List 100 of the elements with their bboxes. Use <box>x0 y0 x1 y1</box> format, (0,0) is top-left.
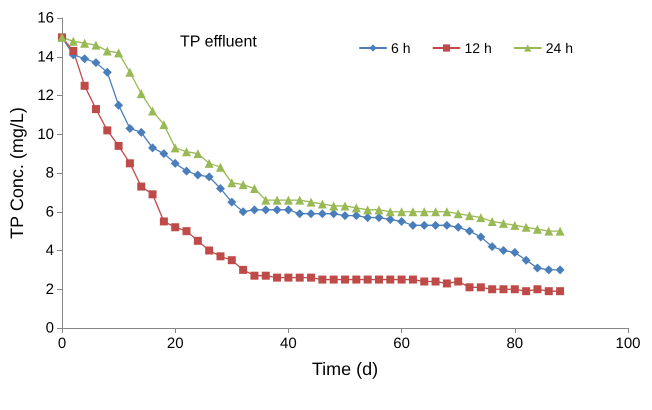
point <box>250 272 258 280</box>
point <box>363 205 372 214</box>
point <box>159 120 168 130</box>
point <box>182 227 191 236</box>
point <box>556 287 564 296</box>
point <box>431 207 440 216</box>
y-tick-label: 10 <box>37 126 54 143</box>
y-tick-label: 16 <box>37 10 54 26</box>
point <box>216 252 224 260</box>
point <box>397 216 406 226</box>
point <box>159 149 168 158</box>
point <box>431 220 440 230</box>
point <box>68 36 78 46</box>
point <box>340 201 350 210</box>
y-tick-label: 8 <box>46 164 54 182</box>
x-tick-label: 40 <box>280 335 297 352</box>
point <box>126 159 134 168</box>
point <box>374 276 383 284</box>
point <box>340 211 350 220</box>
point <box>284 196 293 205</box>
point <box>272 205 282 214</box>
point <box>522 222 531 232</box>
point <box>137 182 146 191</box>
y-tick-label: 0 <box>46 320 54 336</box>
point <box>114 100 124 110</box>
point <box>307 274 316 282</box>
point <box>102 46 112 56</box>
x-tick-label: 20 <box>166 335 184 352</box>
legend-title: TP effluent <box>180 34 258 50</box>
point <box>148 143 158 152</box>
point <box>216 184 225 193</box>
x-tick-label: 0 <box>58 335 66 352</box>
point <box>125 68 134 77</box>
point <box>329 201 338 210</box>
point <box>114 48 124 58</box>
point <box>227 198 236 207</box>
point <box>498 218 508 228</box>
point <box>250 205 259 214</box>
point <box>80 54 90 64</box>
point <box>522 256 531 265</box>
point <box>352 203 361 212</box>
point <box>80 82 89 90</box>
point <box>228 256 236 264</box>
point <box>374 213 384 222</box>
point <box>398 276 406 284</box>
point <box>160 217 168 226</box>
point <box>397 207 406 216</box>
point <box>296 274 304 282</box>
point <box>386 215 395 224</box>
x-tick-label: 60 <box>393 335 410 352</box>
x-tick-label: 80 <box>506 335 524 352</box>
point <box>284 205 293 214</box>
point <box>69 46 78 55</box>
point <box>216 162 225 172</box>
x-axis-title: Time (d) <box>312 359 378 379</box>
point <box>170 158 180 168</box>
point <box>352 211 361 220</box>
point <box>204 172 214 182</box>
point <box>408 220 418 230</box>
point <box>171 223 180 232</box>
point <box>148 106 158 116</box>
point <box>182 147 192 156</box>
point <box>92 105 100 114</box>
point <box>205 246 214 254</box>
y-tick-label: 12 <box>37 87 54 104</box>
point <box>454 222 463 232</box>
point <box>432 278 440 286</box>
point <box>306 198 316 207</box>
point <box>102 68 112 77</box>
point <box>556 226 565 236</box>
point <box>510 220 520 230</box>
point <box>408 276 417 284</box>
point <box>204 158 214 168</box>
point <box>510 248 520 257</box>
point <box>533 285 542 294</box>
y-tick-label: 4 <box>46 242 54 259</box>
point <box>476 232 486 242</box>
point <box>238 207 248 216</box>
point <box>250 184 259 193</box>
point <box>442 207 452 216</box>
point <box>420 220 429 230</box>
point <box>80 38 90 48</box>
legend-label: 24 h <box>546 40 573 56</box>
point <box>125 124 134 133</box>
point <box>182 166 192 176</box>
point <box>103 126 112 134</box>
legend-label: 12 h <box>464 40 492 56</box>
point <box>408 207 418 216</box>
point <box>193 149 202 158</box>
point <box>488 285 496 294</box>
point <box>318 209 327 218</box>
point <box>532 224 542 234</box>
point <box>386 207 395 216</box>
point <box>465 211 474 220</box>
point <box>352 276 360 284</box>
point <box>273 274 282 282</box>
point <box>363 213 372 222</box>
point <box>136 89 146 98</box>
point <box>114 142 123 150</box>
point <box>476 283 485 292</box>
